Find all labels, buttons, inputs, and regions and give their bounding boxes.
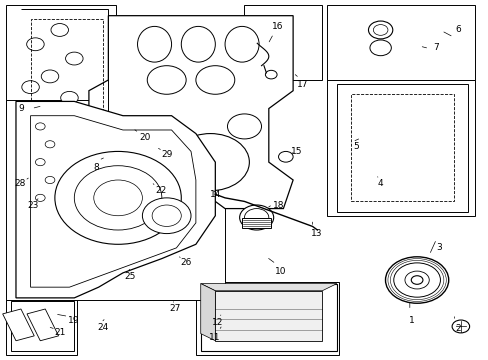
Polygon shape	[201, 284, 336, 291]
Circle shape	[451, 320, 468, 333]
Bar	[6, 100, 224, 300]
Polygon shape	[16, 102, 215, 298]
Circle shape	[65, 52, 83, 65]
Polygon shape	[201, 284, 215, 341]
Bar	[6, 5, 116, 180]
Circle shape	[152, 205, 181, 226]
Circle shape	[372, 24, 387, 35]
Text: 14: 14	[209, 190, 221, 199]
Circle shape	[80, 138, 98, 151]
Text: 16: 16	[271, 22, 283, 31]
Bar	[27, 309, 59, 341]
Bar	[196, 282, 339, 355]
Text: 1: 1	[408, 315, 414, 324]
Ellipse shape	[224, 26, 259, 62]
Circle shape	[51, 23, 68, 36]
Circle shape	[27, 38, 44, 51]
Bar	[242, 217, 271, 228]
Circle shape	[35, 158, 45, 166]
Bar	[431, 91, 453, 144]
Text: 19: 19	[67, 315, 79, 324]
Text: 22: 22	[155, 186, 166, 195]
Text: 8: 8	[93, 163, 99, 172]
Circle shape	[147, 66, 186, 94]
Circle shape	[35, 194, 45, 202]
Text: 13: 13	[310, 229, 322, 238]
Text: 5: 5	[353, 141, 359, 150]
Bar	[372, 91, 394, 144]
Circle shape	[61, 91, 78, 104]
Circle shape	[244, 208, 268, 226]
Circle shape	[27, 138, 44, 151]
Polygon shape	[336, 84, 467, 212]
Polygon shape	[215, 291, 322, 341]
Bar	[326, 80, 474, 216]
Circle shape	[171, 134, 249, 191]
Text: 10: 10	[275, 267, 286, 276]
Circle shape	[368, 21, 392, 39]
Text: 12: 12	[212, 318, 223, 327]
Circle shape	[227, 114, 261, 139]
Text: 25: 25	[124, 272, 136, 281]
Bar	[402, 91, 424, 144]
Text: 18: 18	[272, 201, 284, 210]
Circle shape	[35, 123, 45, 130]
Polygon shape	[201, 284, 336, 351]
Text: 27: 27	[169, 304, 181, 313]
Bar	[344, 91, 366, 144]
Text: 26: 26	[180, 258, 191, 267]
Text: 29: 29	[161, 150, 172, 159]
Text: 3: 3	[435, 243, 441, 252]
Circle shape	[265, 70, 277, 79]
Circle shape	[45, 141, 55, 148]
Text: 21: 21	[54, 328, 65, 337]
Text: 15: 15	[290, 147, 302, 156]
Circle shape	[157, 134, 186, 155]
Bar	[326, 5, 474, 80]
Ellipse shape	[181, 26, 215, 62]
Circle shape	[196, 66, 234, 94]
Circle shape	[22, 81, 39, 94]
Circle shape	[404, 271, 428, 289]
Text: 28: 28	[14, 179, 25, 188]
Text: 11: 11	[208, 333, 220, 342]
Text: 7: 7	[433, 43, 439, 52]
Polygon shape	[11, 301, 74, 351]
Polygon shape	[89, 16, 292, 208]
Circle shape	[55, 152, 181, 244]
Text: 6: 6	[455, 26, 460, 35]
Polygon shape	[351, 94, 453, 202]
Circle shape	[410, 276, 422, 284]
Text: 9: 9	[18, 104, 23, 113]
Circle shape	[369, 40, 390, 56]
Circle shape	[61, 127, 78, 140]
Polygon shape	[30, 116, 196, 287]
Text: 24: 24	[97, 323, 108, 332]
Circle shape	[41, 70, 59, 83]
Circle shape	[135, 164, 159, 182]
Text: 17: 17	[297, 80, 308, 89]
Text: 2: 2	[455, 324, 460, 333]
Bar	[2, 309, 34, 341]
Circle shape	[74, 166, 162, 230]
Ellipse shape	[137, 26, 171, 62]
Circle shape	[385, 257, 448, 303]
Text: 23: 23	[27, 201, 39, 210]
Circle shape	[393, 263, 440, 297]
Circle shape	[239, 205, 273, 230]
Circle shape	[94, 180, 142, 216]
Circle shape	[142, 198, 191, 234]
Circle shape	[278, 152, 292, 162]
Bar	[6, 300, 77, 355]
Text: 4: 4	[377, 179, 383, 188]
Circle shape	[45, 176, 55, 184]
Bar	[244, 5, 322, 80]
Circle shape	[36, 109, 54, 122]
Text: 20: 20	[139, 132, 150, 141]
